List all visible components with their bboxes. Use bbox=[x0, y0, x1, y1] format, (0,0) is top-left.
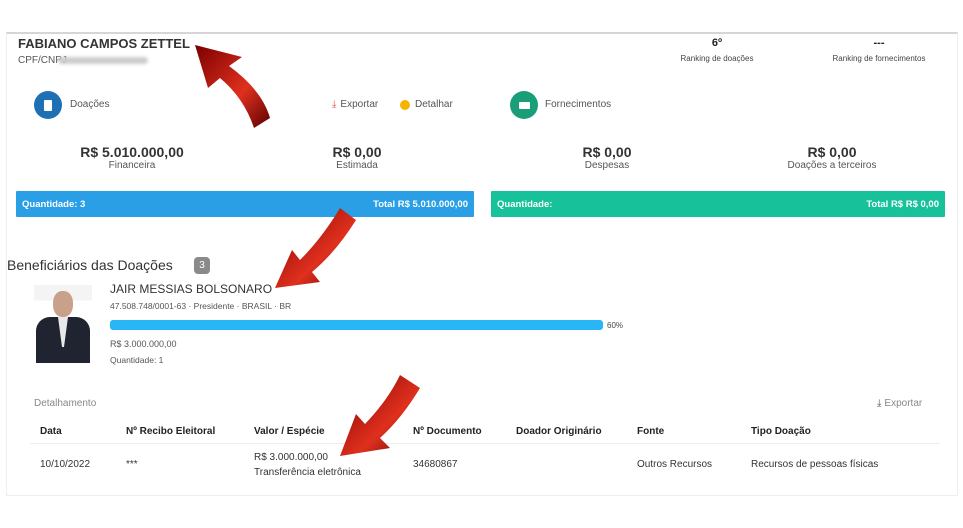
financial-label: Financeira bbox=[108, 160, 156, 171]
download-icon: ⤓ bbox=[332, 99, 337, 110]
expenses-label: Despesas bbox=[584, 160, 630, 171]
cell-receipt: *** bbox=[126, 459, 138, 470]
beneficiary-quantity: Quantidade: 1 bbox=[110, 355, 164, 365]
supplies-summary-bar: Quantidade: Total R$ R$ 0,00 bbox=[491, 191, 945, 217]
beneficiary-name[interactable]: JAIR MESSIAS BOLSONARO bbox=[110, 282, 273, 296]
cell-value: R$ 3.000.000,00 bbox=[254, 452, 328, 463]
donor-name: FABIANO CAMPOS ZETTEL bbox=[18, 36, 190, 51]
calculator-icon bbox=[34, 91, 62, 119]
arrow-icon bbox=[195, 45, 270, 128]
ranking-supplies-value: --- bbox=[873, 37, 885, 49]
estimated-label: Estimada bbox=[336, 160, 378, 171]
beneficiary-amount: R$ 3.000.000,00 bbox=[110, 339, 177, 349]
beneficiaries-count-badge: 3 bbox=[194, 257, 210, 274]
cell-date: 10/10/2022 bbox=[40, 459, 91, 470]
cell-source: Outros Recursos bbox=[637, 459, 713, 470]
col-receipt: Nº Recibo Eleitoral bbox=[126, 426, 216, 437]
detail-export-button[interactable]: ⤓ Exportar bbox=[877, 398, 923, 409]
col-origin: Doador Originário bbox=[516, 426, 602, 437]
info-icon bbox=[400, 99, 410, 110]
cell-document: 34680867 bbox=[413, 459, 458, 470]
donations-title: Doações bbox=[70, 99, 110, 110]
cell-species: Transferência eletrônica bbox=[254, 467, 361, 478]
beneficiary-progress bbox=[110, 320, 932, 330]
cpf-label: CPF/CNPJ bbox=[18, 55, 67, 66]
detail-button[interactable]: Detalhar bbox=[400, 99, 453, 110]
col-date: Data bbox=[40, 426, 62, 437]
third-party-label: Doações a terceiros bbox=[787, 160, 877, 171]
beneficiary-percent: 60% bbox=[607, 321, 624, 330]
download-icon: ⤓ bbox=[877, 398, 882, 409]
financial-value: R$ 5.010.000,00 bbox=[80, 144, 184, 160]
estimated-value: R$ 0,00 bbox=[332, 144, 382, 160]
cpf-redacted bbox=[58, 57, 148, 64]
ranking-donations-value: 6º bbox=[711, 37, 723, 49]
ranking-donations-label: Ranking de doações bbox=[680, 54, 754, 63]
export-button[interactable]: ⤓ Exportar bbox=[332, 99, 379, 110]
arrow-icon bbox=[340, 375, 420, 456]
detail-title: Detalhamento bbox=[34, 398, 97, 409]
supplies-title: Fornecimentos bbox=[545, 99, 612, 110]
beneficiary-details: 47.508.748/0001-63 · Presidente · BRASIL… bbox=[110, 301, 292, 311]
expenses-value: R$ 0,00 bbox=[582, 144, 632, 160]
ranking-supplies-label: Ranking de fornecimentos bbox=[832, 54, 926, 63]
table-divider bbox=[30, 443, 940, 444]
arrow-icon bbox=[275, 208, 356, 288]
col-document: Nº Documento bbox=[413, 426, 482, 437]
page-frame bbox=[6, 32, 958, 496]
col-type: Tipo Doação bbox=[751, 426, 811, 437]
col-source: Fonte bbox=[637, 426, 665, 437]
cell-type: Recursos de pessoas físicas bbox=[751, 459, 879, 470]
beneficiary-photo bbox=[34, 285, 92, 363]
beneficiaries-title: Beneficiários das Doações bbox=[7, 257, 173, 273]
donations-summary-bar: Quantidade: 3 Total R$ 5.010.000,00 bbox=[16, 191, 474, 217]
money-icon bbox=[510, 91, 538, 119]
col-value: Valor / Espécie bbox=[254, 426, 325, 437]
third-party-value: R$ 0,00 bbox=[807, 144, 857, 160]
